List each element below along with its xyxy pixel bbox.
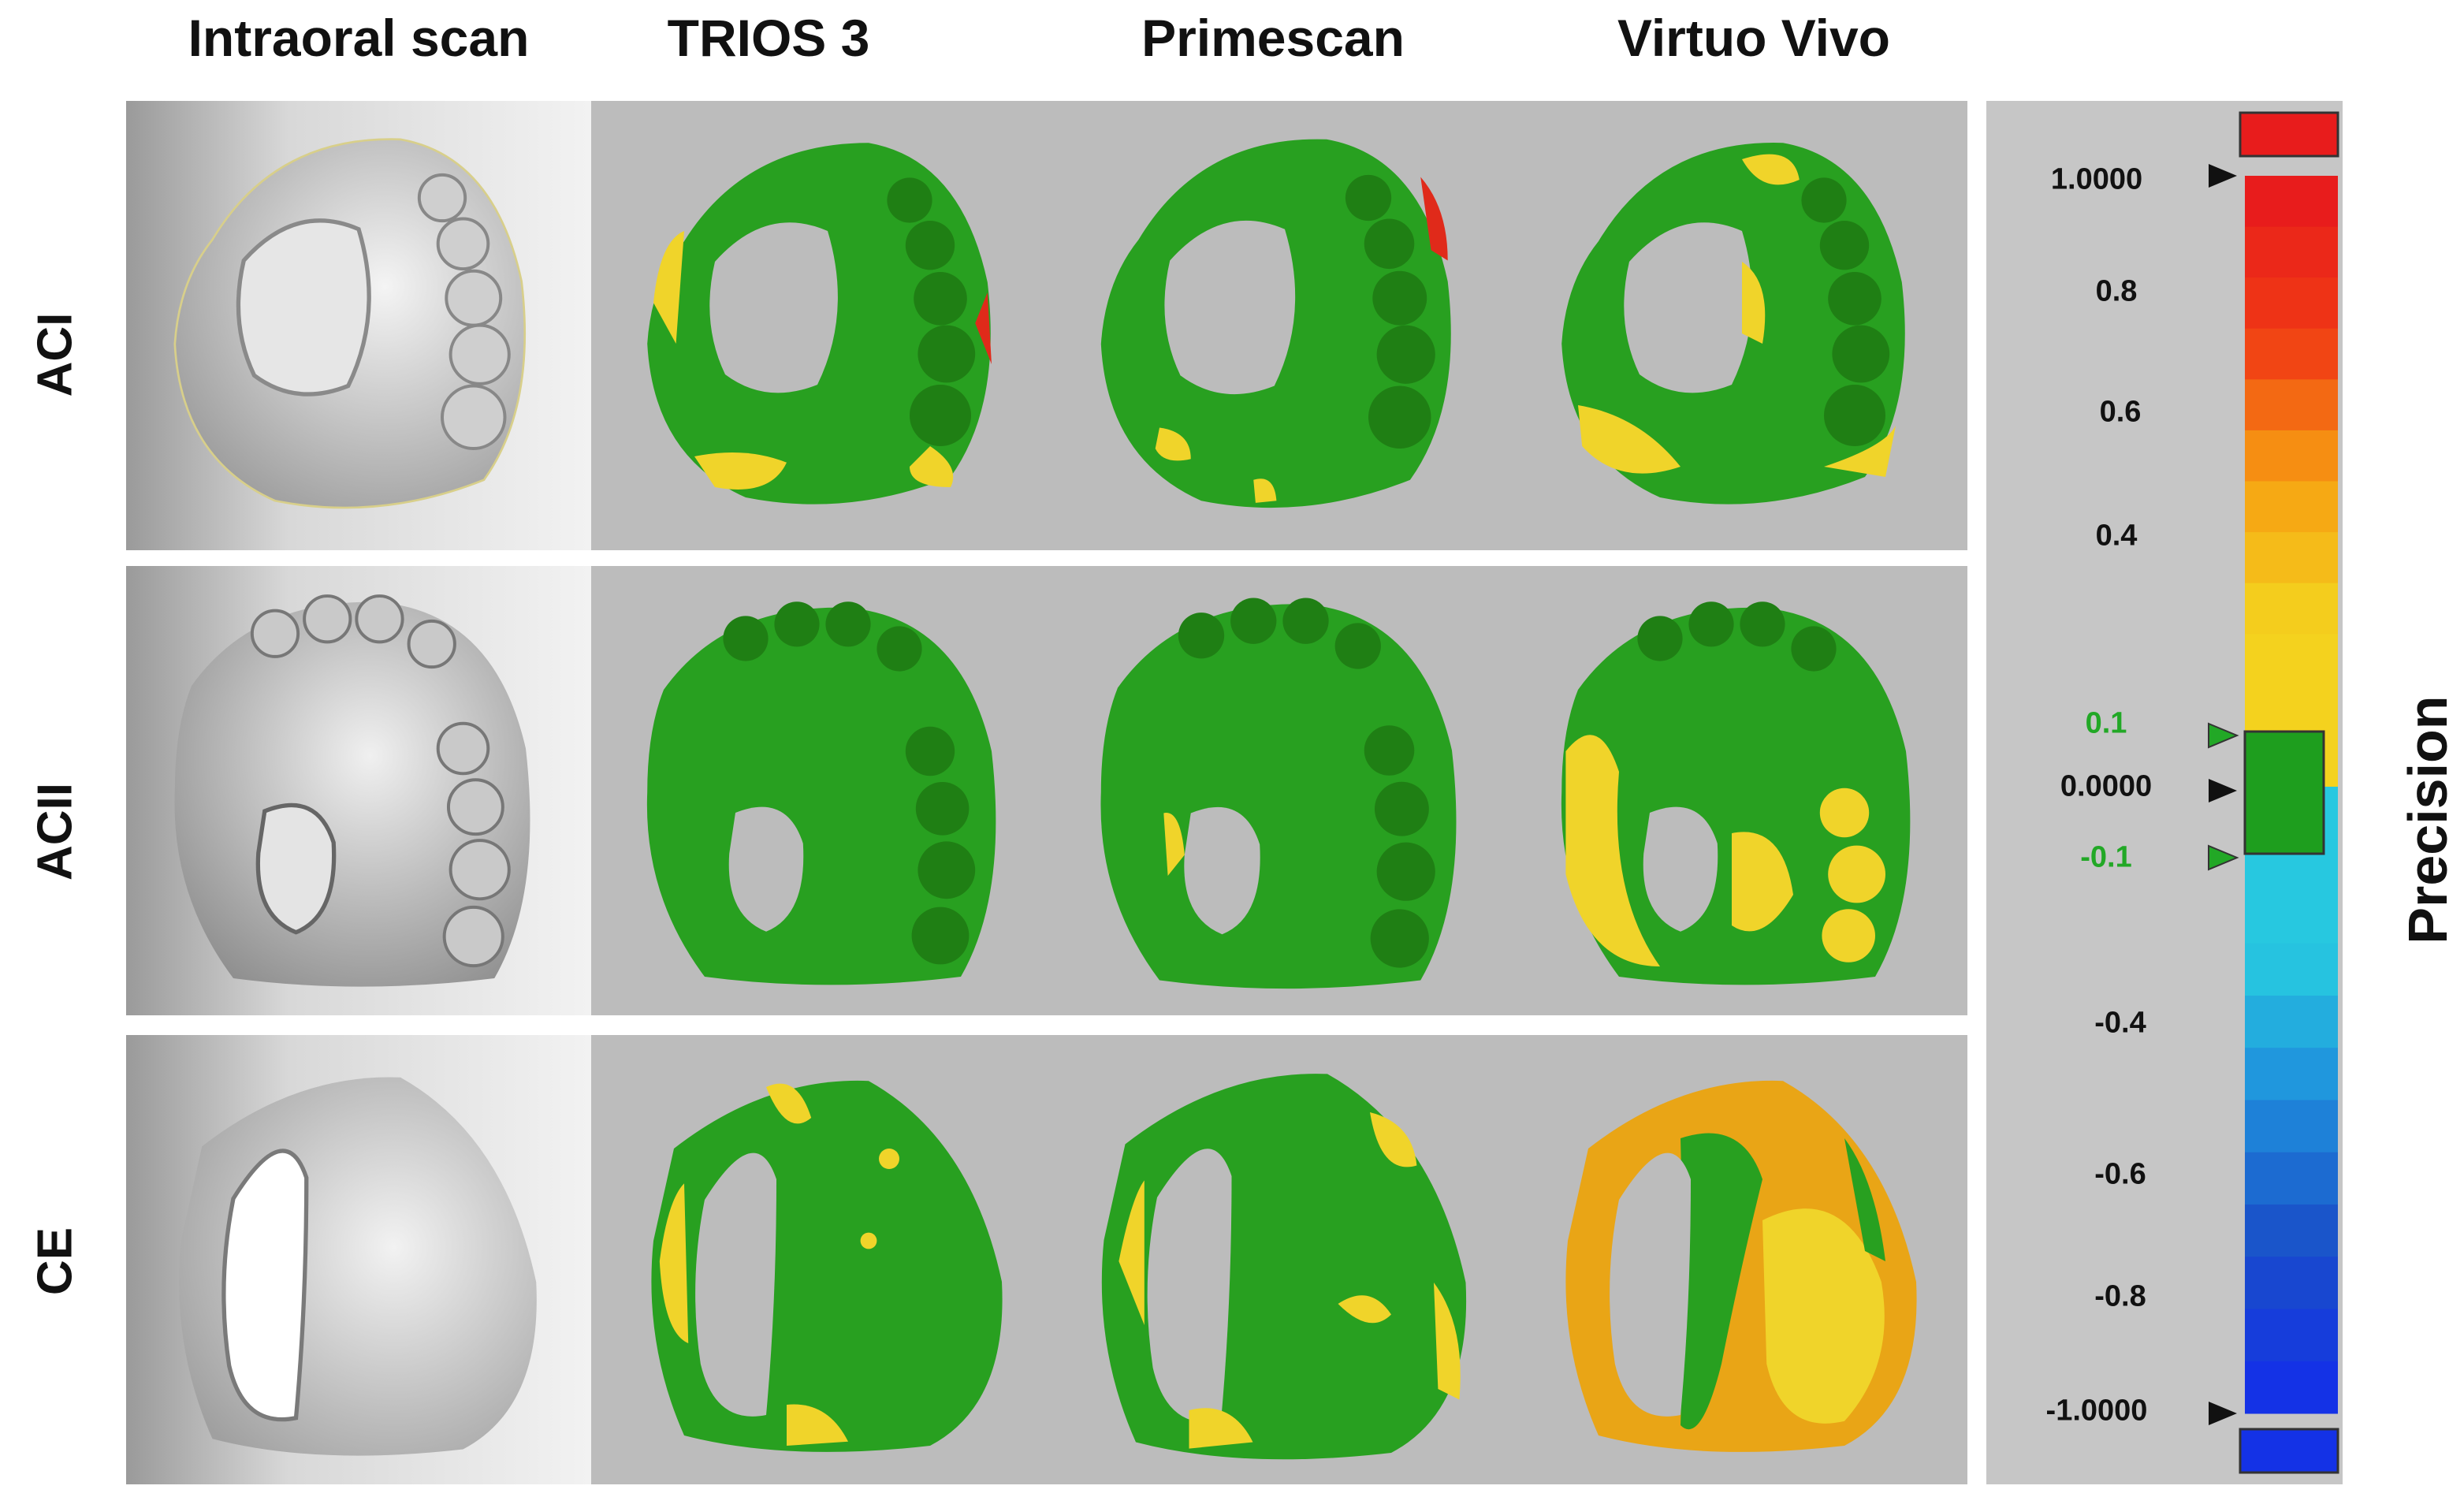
scale-label-0-8: 0.8 (2095, 274, 2138, 308)
scale-tolerance-box (2243, 730, 2325, 855)
scale-positive-band-2 (2245, 277, 2338, 330)
scale-label-neg-0-6: -0.6 (2094, 1157, 2146, 1191)
scan-model-acii-svg (174, 594, 530, 987)
map-ce-primescan-svg (1101, 1074, 1467, 1460)
scale-negative-band-4 (2245, 996, 2338, 1048)
scan-model-aci-svg (173, 138, 527, 509)
map-aci-trios3-svg (647, 143, 992, 505)
scale-label-0-4: 0.4 (2095, 519, 2138, 553)
column-header-trios3: TRIOS 3 (667, 9, 870, 67)
deviation-map-acii-primescan (1072, 583, 1498, 1001)
scale-label-0-1: 0.1 (2085, 706, 2127, 740)
scale-negative-band-5 (2245, 1048, 2338, 1100)
scale-over-box (2239, 111, 2339, 158)
marker-bottom (2209, 1402, 2237, 1425)
scale-negative-band-7 (2245, 1152, 2338, 1205)
scale-positive-band-6 (2245, 481, 2338, 533)
scale-positive-band-9 (2245, 634, 2338, 686)
row-header-ce: CE (28, 1227, 83, 1296)
scale-negative-band-11 (2245, 1361, 2338, 1414)
map-acii-trios3-svg (646, 601, 996, 985)
scale-label-neg-0-8: -0.8 (2094, 1279, 2146, 1313)
deviation-map-aci-trios3 (623, 114, 1033, 532)
scale-positive-band-4 (2245, 379, 2338, 431)
scale-label-0-6: 0.6 (2099, 395, 2142, 429)
map-aci-primescan-svg (1100, 139, 1451, 508)
deviation-map-aci-primescan (1072, 114, 1498, 532)
scale-negative-band-9 (2245, 1257, 2338, 1309)
column-header-intraoral-scan: Intraoral scan (188, 9, 530, 67)
map-ce-virtuo-vivo-svg (1565, 1080, 1917, 1452)
deviation-map-ce-virtuo-vivo (1537, 1048, 1947, 1474)
intraoral-scan-acii (150, 575, 568, 1005)
column-header-primescan: Primescan (1141, 9, 1405, 67)
scale-negative-band-8 (2245, 1205, 2338, 1257)
scale-label-0: 0.0000 (2060, 769, 2153, 803)
scale-positive-band-1 (2245, 226, 2338, 278)
deviation-map-ce-trios3 (623, 1048, 1033, 1474)
color-scale-bar (2208, 111, 2339, 1474)
row-header-acii: ACII (28, 783, 83, 881)
map-acii-primescan-svg (1100, 598, 1457, 989)
scale-positive-band-3 (2245, 328, 2338, 380)
scale-label-1: 1.0000 (2050, 162, 2143, 196)
scale-title: Precision (2397, 695, 2458, 944)
scale-positive-band-0 (2245, 176, 2338, 228)
intraoral-scan-aci (150, 114, 568, 532)
scale-positive-band-8 (2245, 583, 2338, 635)
marker-tol-lower (2208, 844, 2239, 871)
scale-negative-band-6 (2245, 1100, 2338, 1153)
scale-under-box (2239, 1428, 2339, 1474)
scale-label-neg-0-1: -0.1 (2080, 840, 2132, 874)
marker-top (2209, 164, 2237, 188)
scale-negative-band-3 (2245, 943, 2338, 996)
map-ce-trios3-svg (651, 1080, 1003, 1452)
scale-negative-band-2 (2245, 891, 2338, 944)
map-aci-virtuo-vivo-svg (1561, 143, 1905, 505)
deviation-map-acii-virtuo-vivo (1537, 583, 1947, 1001)
deviation-map-ce-primescan (1072, 1048, 1498, 1474)
scale-label-neg-1: -1.0000 (2045, 1394, 2148, 1428)
marker-zero (2209, 779, 2237, 802)
deviation-map-aci-virtuo-vivo (1537, 114, 1947, 532)
scale-positive-band-7 (2245, 532, 2338, 584)
map-acii-virtuo-vivo-svg (1561, 601, 1911, 985)
scan-model-ce-svg (179, 1077, 537, 1456)
row-header-aci: ACI (28, 312, 83, 397)
scale-positive-band-10 (2245, 684, 2338, 736)
scale-negative-band-10 (2245, 1309, 2338, 1362)
deviation-map-acii-trios3 (623, 583, 1033, 1001)
intraoral-scan-ce (150, 1048, 568, 1474)
scale-label-neg-0-4: -0.4 (2094, 1006, 2146, 1040)
column-header-virtuo-vivo: Virtuo Vivo (1617, 9, 1890, 67)
marker-tol-upper (2208, 722, 2239, 749)
scale-positive-band-5 (2245, 430, 2338, 482)
